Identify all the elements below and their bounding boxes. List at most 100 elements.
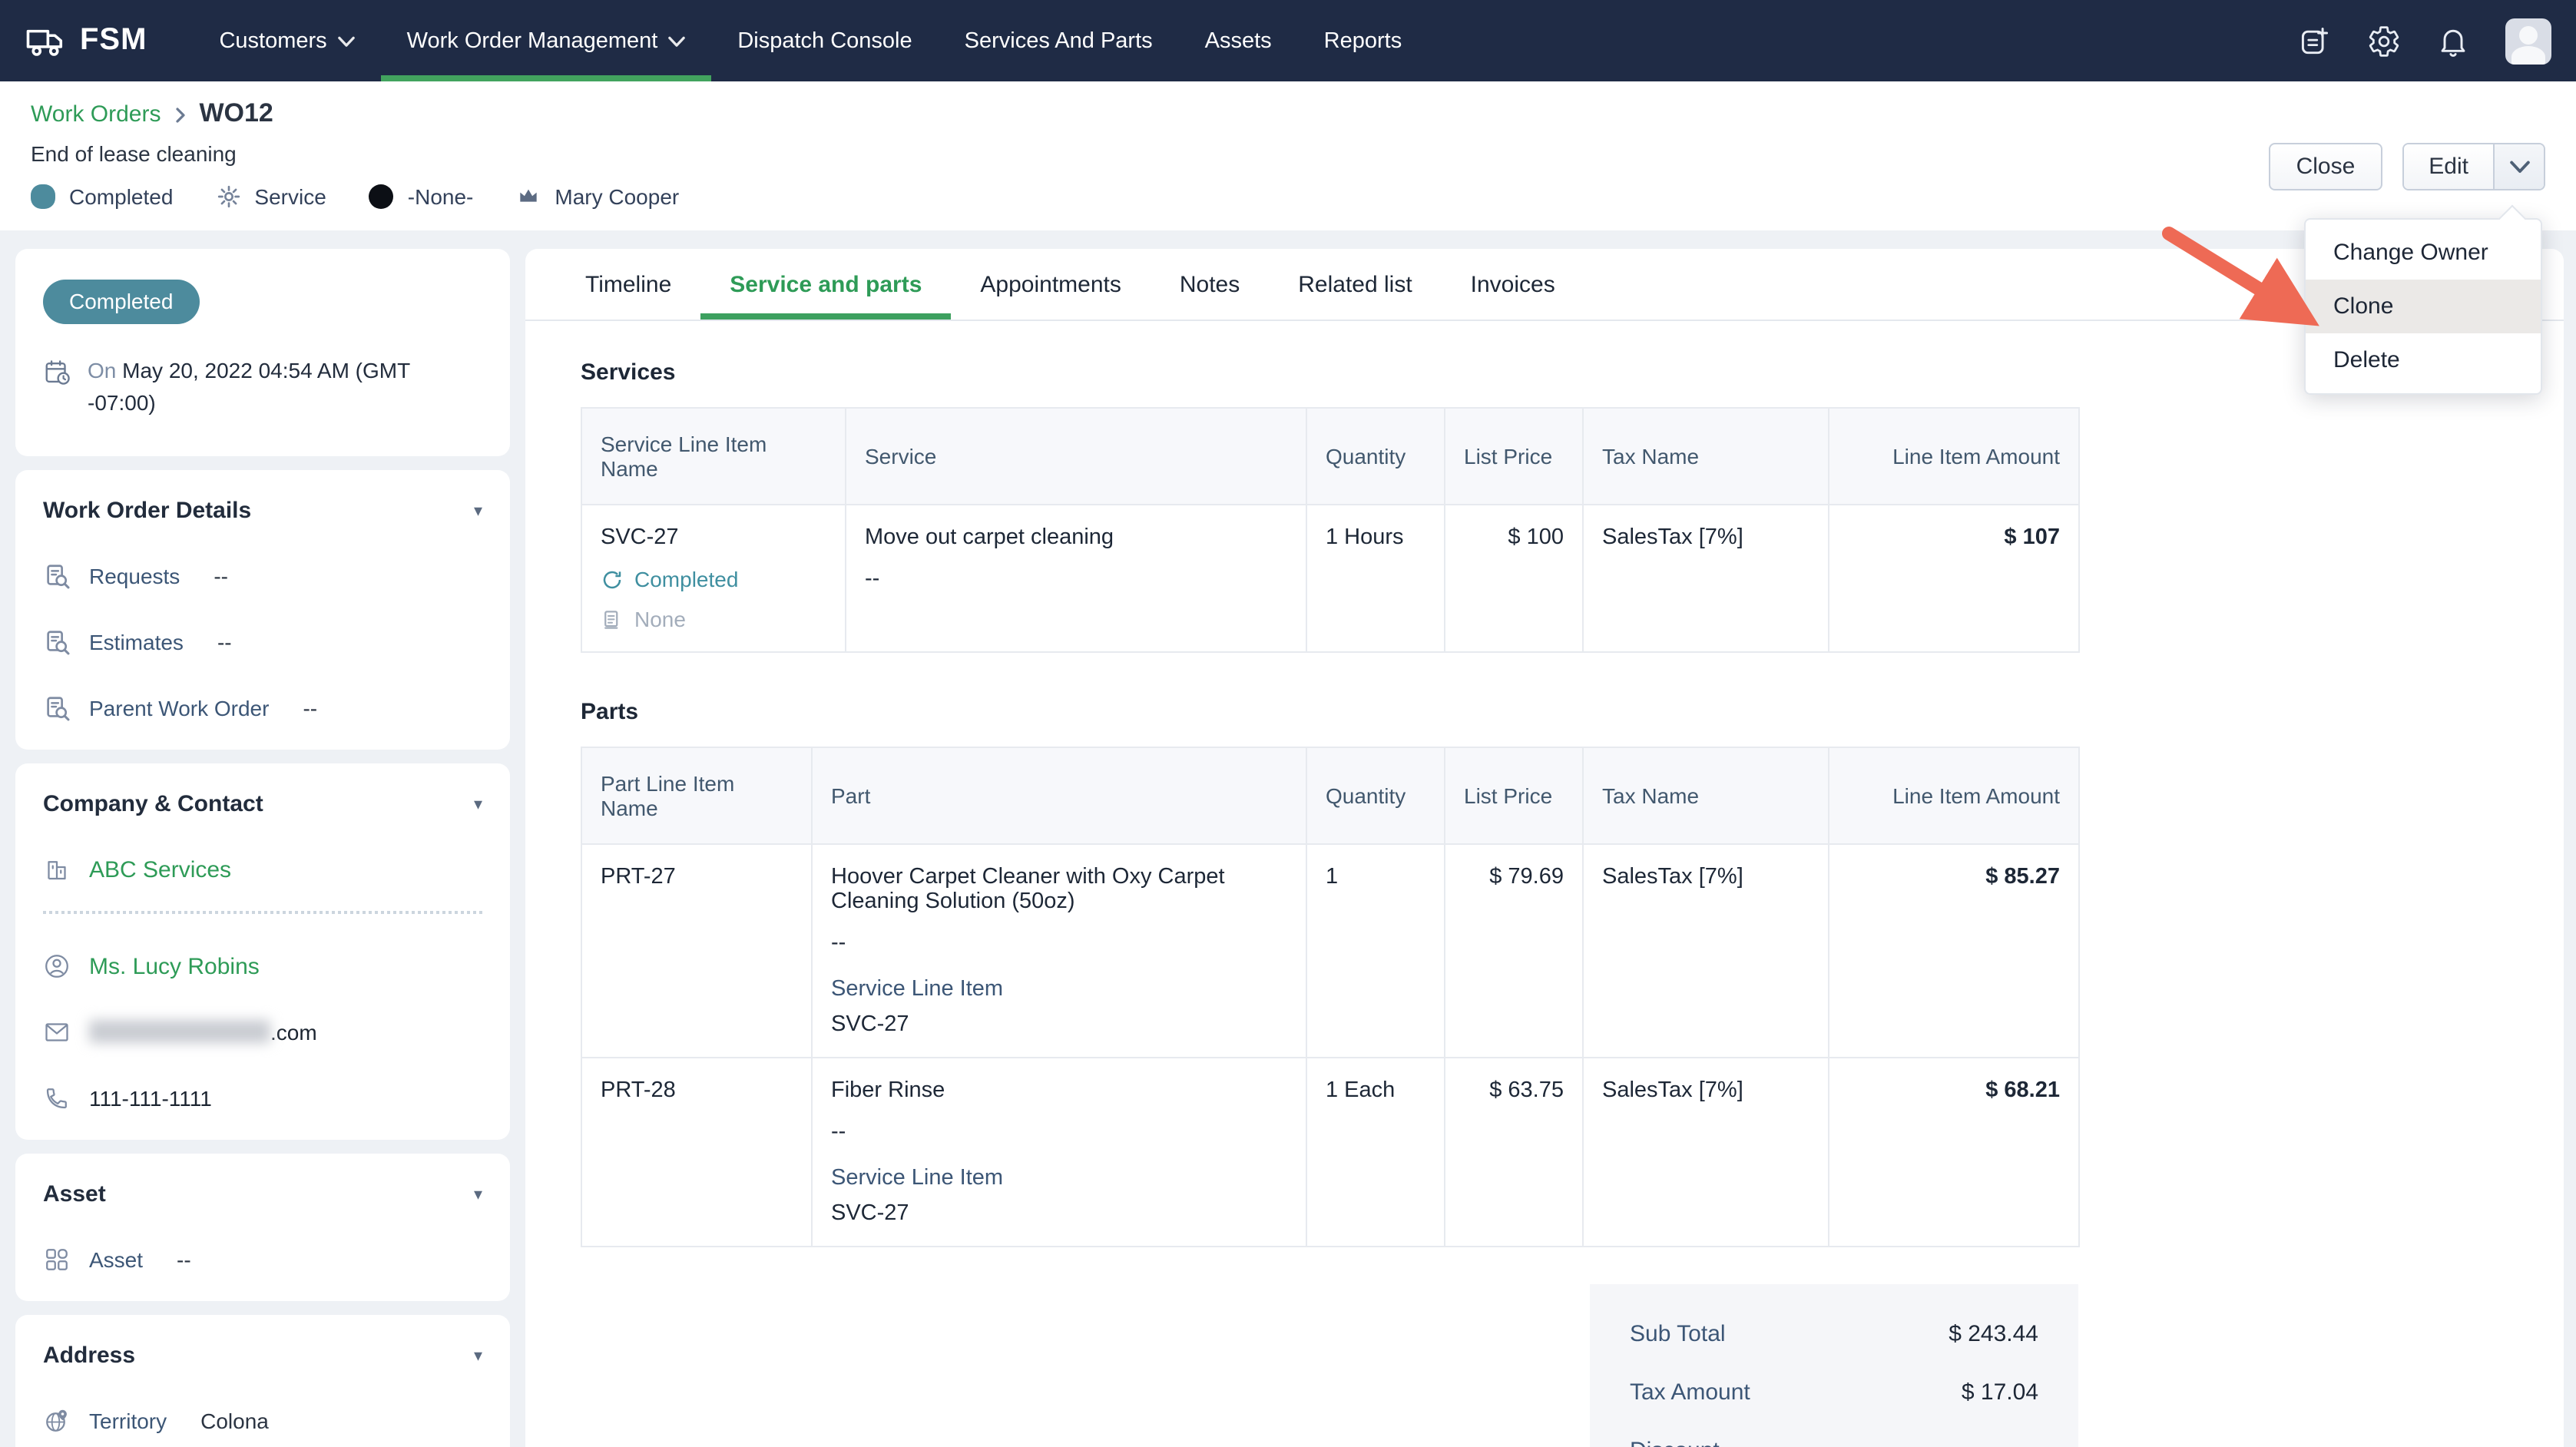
document-icon bbox=[604, 610, 618, 628]
part-line-item-row[interactable]: PRT-27 Hoover Carpet Cleaner with Oxy Ca… bbox=[581, 843, 2080, 1058]
page-title: WO12 bbox=[199, 98, 273, 127]
edit-menu-toggle[interactable] bbox=[2493, 144, 2544, 189]
service-amount: $ 107 bbox=[1828, 504, 2080, 653]
total-row-discount: Discount-- bbox=[1630, 1438, 2038, 1447]
page-header: Work Orders WO12 End of lease cleaning C… bbox=[0, 81, 2576, 230]
part-tax: SalesTax [7%] bbox=[1582, 843, 1829, 1058]
header-actions: Close Edit bbox=[2268, 143, 2545, 190]
service-name: Move out carpet cleaning bbox=[865, 525, 1114, 550]
settings-gear-icon[interactable] bbox=[2367, 24, 2401, 58]
phone-icon bbox=[46, 1088, 67, 1109]
email-row: .com bbox=[43, 1018, 482, 1046]
part-line-item-row[interactable]: PRT-28 Fiber Rinse -- Service Line Item … bbox=[581, 1057, 2080, 1247]
tab-service-and-parts[interactable]: Service and parts bbox=[700, 249, 952, 320]
services-table: Service Line Item Name Service Quantity … bbox=[581, 407, 2080, 653]
field-asset: Asset -- bbox=[43, 1246, 482, 1273]
section-title: Company & Contact bbox=[43, 791, 263, 817]
type-indicator: Service bbox=[216, 184, 326, 209]
chevron-down-icon bbox=[668, 35, 686, 46]
services-table-header: Service Line Item Name Service Quantity … bbox=[581, 407, 2080, 505]
nav-item-reports[interactable]: Reports bbox=[1323, 28, 1402, 53]
service-list-price: $ 100 bbox=[1444, 504, 1584, 653]
menu-item-clone[interactable]: Clone bbox=[2306, 280, 2541, 333]
part-amount: $ 85.27 bbox=[1828, 843, 2080, 1058]
phone-value: 111-111-1111 bbox=[89, 1086, 212, 1111]
service-tax: SalesTax [7%] bbox=[1582, 504, 1829, 653]
total-row-subtotal: Sub Total $ 243.44 bbox=[1630, 1321, 2038, 1347]
document-search-icon bbox=[47, 631, 70, 655]
collapse-caret-icon[interactable]: ▾ bbox=[473, 1347, 482, 1366]
person-circle-icon bbox=[45, 955, 68, 978]
field-estimates: Estimates -- bbox=[43, 628, 482, 656]
tab-appointments[interactable]: Appointments bbox=[980, 271, 1121, 297]
section-title: Work Order Details bbox=[43, 498, 252, 524]
tab-notes[interactable]: Notes bbox=[1179, 271, 1240, 297]
part-line-item-name: PRT-28 bbox=[581, 1057, 813, 1247]
service-note: -- bbox=[865, 567, 880, 591]
contact-row: Ms. Lucy Robins bbox=[43, 952, 482, 980]
nav-item-work-order-management[interactable]: Work Order Management bbox=[380, 0, 712, 81]
email-value: .com bbox=[89, 1020, 317, 1045]
status-badge: Completed bbox=[43, 280, 200, 324]
divider bbox=[43, 911, 482, 914]
part-quantity: 1 bbox=[1306, 843, 1445, 1058]
tab-timeline[interactable]: Timeline bbox=[585, 271, 672, 297]
part-note: -- bbox=[831, 931, 846, 955]
nav-item-services-and-parts[interactable]: Services And Parts bbox=[964, 28, 1153, 53]
chevron-down-icon bbox=[2509, 161, 2529, 174]
menu-item-change-owner[interactable]: Change Owner bbox=[2333, 240, 2488, 266]
nav-item-customers[interactable]: Customers bbox=[193, 0, 380, 81]
work-order-summary: End of lease cleaning bbox=[31, 141, 237, 166]
phone-row: 111-111-1111 bbox=[43, 1084, 482, 1112]
nav-item-dispatch-console[interactable]: Dispatch Console bbox=[737, 28, 912, 53]
part-name: Hoover Carpet Cleaner with Oxy Carpet Cl… bbox=[831, 865, 1225, 914]
menu-item-delete[interactable]: Delete bbox=[2333, 347, 2400, 373]
edit-button[interactable]: Edit bbox=[2404, 144, 2493, 189]
service-type-icon bbox=[217, 185, 240, 208]
field-territory: Territory Colona bbox=[43, 1407, 482, 1435]
tab-invoices[interactable]: Invoices bbox=[1470, 271, 1555, 297]
content-area: Completed On May 20, 2022 04:54 AM (GMT … bbox=[0, 230, 2576, 1447]
tab-bar: Timeline Service and parts Appointments … bbox=[525, 249, 2564, 321]
field-parent-work-order: Parent Work Order -- bbox=[43, 694, 482, 722]
sidebar: Completed On May 20, 2022 04:54 AM (GMT … bbox=[15, 249, 510, 1447]
globe-pin-icon bbox=[46, 1409, 67, 1432]
notifications-bell-icon[interactable] bbox=[2436, 24, 2470, 58]
collapse-caret-icon[interactable]: ▾ bbox=[473, 1186, 482, 1204]
contact-link[interactable]: Ms. Lucy Robins bbox=[89, 953, 260, 979]
app-logo[interactable]: FSM bbox=[25, 0, 147, 81]
part-quantity: 1 Each bbox=[1306, 1057, 1445, 1247]
breadcrumb-chevron-icon bbox=[175, 107, 185, 122]
nav-item-assets[interactable]: Assets bbox=[1204, 28, 1272, 53]
collapse-caret-icon[interactable]: ▾ bbox=[473, 796, 482, 814]
services-section-title: Services bbox=[581, 359, 676, 386]
work-order-detail-panel: Timeline Service and parts Appointments … bbox=[525, 249, 2564, 1447]
close-button[interactable]: Close bbox=[2268, 143, 2383, 190]
company-link[interactable]: ABC Services bbox=[89, 856, 232, 882]
user-avatar[interactable] bbox=[2505, 18, 2551, 64]
breadcrumb-work-orders-link[interactable]: Work Orders bbox=[31, 101, 161, 127]
company-row: ABC Services bbox=[43, 856, 482, 883]
part-list-price: $ 63.75 bbox=[1444, 1057, 1584, 1247]
part-note: -- bbox=[831, 1120, 846, 1144]
collapse-caret-icon[interactable]: ▾ bbox=[473, 502, 482, 521]
building-icon bbox=[48, 861, 66, 880]
part-list-price: $ 79.69 bbox=[1444, 843, 1584, 1058]
completed-on-row: On May 20, 2022 04:54 AM (GMT -07:00) bbox=[43, 355, 482, 429]
chevron-down-icon bbox=[337, 35, 355, 46]
email-redacted bbox=[89, 1020, 270, 1043]
service-line-item-ref: SVC-27 bbox=[831, 1201, 909, 1226]
grid-icon bbox=[46, 1249, 68, 1270]
tab-related-list[interactable]: Related list bbox=[1298, 271, 1412, 297]
calendar-clock-icon bbox=[45, 360, 70, 385]
parts-table: Part Line Item Name Part Quantity List P… bbox=[581, 747, 2080, 1247]
service-stage: None bbox=[601, 607, 826, 631]
service-line-item-row[interactable]: SVC-27 Completed None Move out carpet cl… bbox=[581, 504, 2080, 653]
total-row-tax: Tax Amount $ 17.04 bbox=[1630, 1379, 2038, 1406]
new-record-icon[interactable] bbox=[2298, 24, 2332, 58]
edit-split-button: Edit bbox=[2402, 143, 2545, 190]
service-line-item-label: Service Line Item bbox=[831, 977, 1004, 1002]
top-navigation: FSM Customers Work Order Management Disp… bbox=[0, 0, 2576, 81]
